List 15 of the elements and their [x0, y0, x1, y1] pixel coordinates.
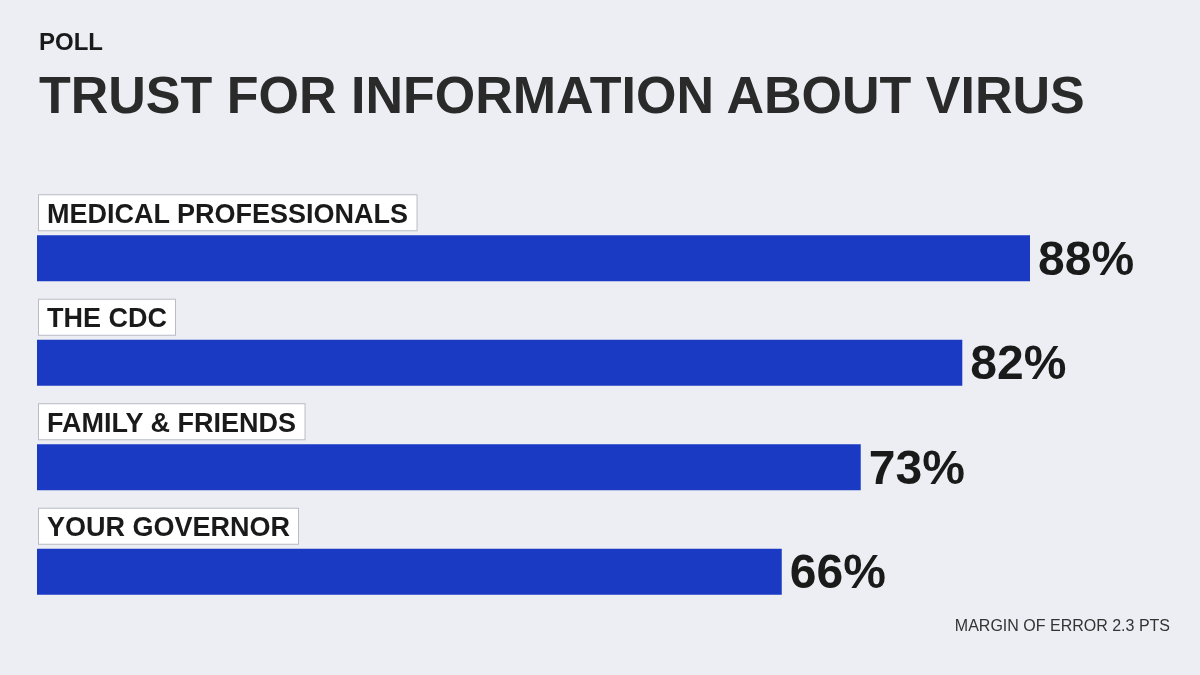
- y-tick-label: MEDICAL PROFESSIONALS: [47, 198, 409, 229]
- data-label: 66%: [789, 545, 886, 599]
- y-tick-label: YOUR GOVERNOR: [47, 512, 291, 543]
- bar: [37, 444, 861, 491]
- chart-title: TRUST FOR INFORMATION ABOUT VIRUS: [39, 66, 1085, 124]
- y-tick-label: FAMILY & FRIENDS: [47, 407, 297, 438]
- y-tick-label: THE CDC: [47, 303, 167, 334]
- bar: [37, 548, 782, 595]
- data-label: 73%: [868, 440, 965, 494]
- text: MARGIN OF ERROR 2.3 PTS: [954, 616, 1170, 634]
- bar: [37, 339, 963, 386]
- bar: [37, 235, 1030, 282]
- data-label: 82%: [970, 336, 1067, 390]
- chart-subtitle: POLL: [39, 27, 103, 55]
- data-label: 88%: [1038, 231, 1135, 285]
